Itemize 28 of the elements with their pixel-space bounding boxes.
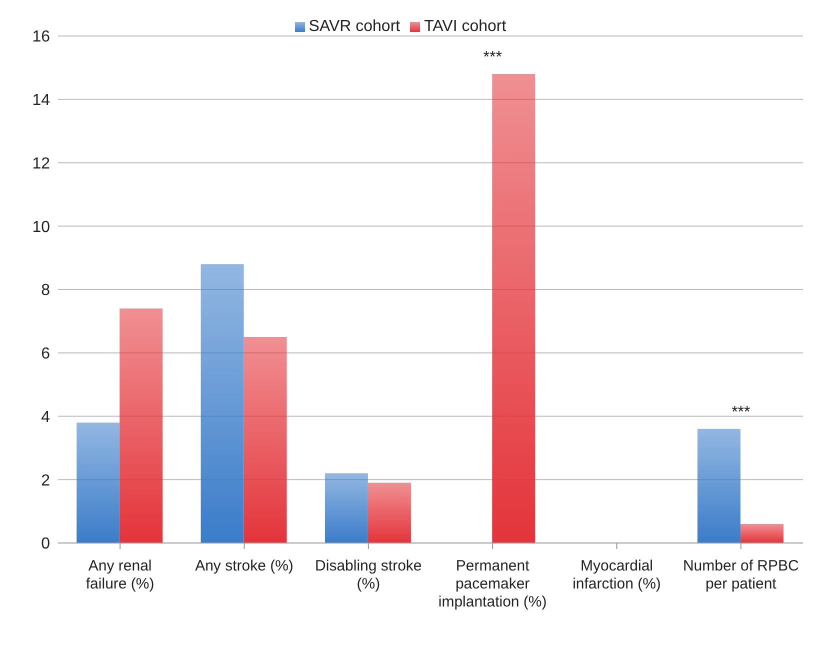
y-tick-label: 10: [32, 218, 50, 236]
bar: [697, 428, 740, 543]
bar: [244, 337, 287, 543]
bar: [492, 74, 536, 543]
bar: [120, 308, 163, 543]
x-tick-label: Number of RPBC per patient: [682, 558, 800, 592]
bar: [76, 422, 120, 543]
bar: [324, 473, 368, 543]
annotation: ***: [732, 404, 750, 421]
y-tick-label: 12: [32, 155, 50, 172]
y-tick-label: 16: [32, 28, 50, 46]
legend-label: SAVR cohort: [308, 18, 400, 35]
y-tick-label: 14: [32, 92, 50, 110]
bar: [368, 482, 411, 543]
y-tick-label: 8: [41, 282, 50, 300]
x-tick-label: Permanent pacemaker implantation (%): [438, 558, 547, 610]
annotation: ***: [483, 49, 502, 66]
legend-label: TAVI cohort: [424, 18, 506, 35]
y-tick-label: 6: [41, 346, 50, 363]
y-tick-label: 2: [41, 472, 50, 490]
bar: [200, 264, 244, 543]
y-tick-label: 0: [41, 536, 50, 553]
x-tick-label: Any renal failure (%): [86, 558, 154, 592]
y-tick-label: 4: [41, 408, 50, 426]
x-tick-label: Any stroke (%): [195, 558, 294, 574]
x-tick-label: Disabling stroke (%): [315, 558, 422, 592]
x-tick-label: Myocardial infarction (%): [572, 558, 661, 592]
bar: [740, 524, 784, 543]
